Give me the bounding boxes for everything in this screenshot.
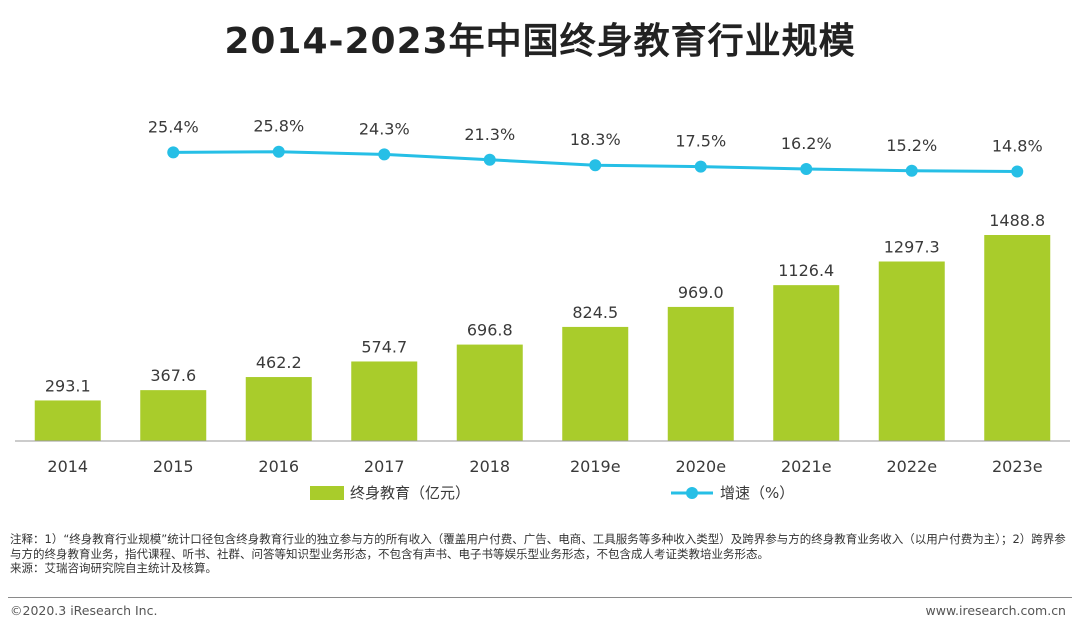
growth-point-2016 [272,145,285,158]
growth-label-2023e: 14.8% [992,137,1043,156]
growth-label-2016: 25.8% [253,117,304,136]
bar-label-2017: 574.7 [361,337,407,356]
x-ticks-layer: 2014 2015 2016 2017 2018 2019e 2020e 2021e 2022e… [47,457,1042,476]
bars-layer [34,235,1051,441]
x-tick-2016: 2016 [258,457,299,476]
x-tick-2019e: 2019e [570,457,621,476]
bar-2015 [140,390,207,441]
bar-label-2023e: 1488.8 [989,211,1045,230]
x-tick-2018: 2018 [469,457,510,476]
growth-point-2021e [800,162,813,175]
bar-2014 [34,400,101,441]
bar-2022e [878,261,945,441]
growth-label-2018: 21.3% [464,125,515,144]
growth-label-2022e: 15.2% [886,136,937,155]
bar-2016 [245,377,312,441]
legend-bar-swatch [310,486,344,500]
website-link[interactable]: www.iresearch.com.cn [925,603,1067,618]
bar-label-2020e: 969.0 [678,283,724,302]
bar-2019e [562,326,629,441]
growth-label-2021e: 16.2% [781,134,832,153]
note-text: 注释：1）“终身教育行业规模”统计口径包含终身教育行业的独立参与方的所有收入（覆… [10,532,1066,561]
bar-label-2018: 696.8 [467,321,513,340]
bar-2021e [773,285,840,441]
growth-point-2019e [589,159,602,172]
x-tick-2017: 2017 [364,457,405,476]
notes: 注释：1）“终身教育行业规模”统计口径包含终身教育行业的独立参与方的所有收入（覆… [10,532,1070,576]
growth-label-2015: 25.4% [148,117,199,136]
bar-label-2015: 367.6 [150,366,196,385]
x-tick-2022e: 2022e [886,457,937,476]
bar-label-2019e: 824.5 [572,303,618,322]
x-tick-2021e: 2021e [781,457,832,476]
bar-label-2014: 293.1 [45,376,91,395]
growth-point-2023e [1011,165,1024,178]
growth-point-2015 [167,146,180,159]
chart: 293.1 367.6 462.2 574.7 696.8 824.5 969.0 1126.… [15,117,1070,502]
bar-label-2021e: 1126.4 [778,261,834,280]
x-tick-2015: 2015 [153,457,194,476]
legend: 终身教育（亿元） 增速（%） [310,484,794,502]
copyright: ©2020.3 iResearch Inc. [10,603,158,618]
chart-title: 2014-2023年中国终身教育行业规模 [224,21,856,62]
growth-point-2017 [378,148,391,161]
x-tick-2020e: 2020e [675,457,726,476]
legend-bar-label: 终身教育（亿元） [350,484,470,502]
growth-point-2020e [694,160,707,173]
bar-2017 [351,361,418,441]
growth-label-2020e: 17.5% [675,132,726,151]
legend-line-marker [686,487,698,499]
bar-label-2022e: 1297.3 [884,237,940,256]
footer-divider [8,597,1072,598]
x-tick-2023e: 2023e [992,457,1043,476]
growth-point-2018 [483,153,496,166]
x-tick-2014: 2014 [47,457,88,476]
legend-line-label: 增速（%） [720,484,794,502]
source-text: 来源：艾瑞咨询研究院自主统计及核算。 [10,561,217,575]
bar-2020e [667,306,734,441]
line-layer: 25.4% 25.8% 24.3% 21.3% 18.3% 17.5% 16.2% 15.2%… [148,117,1043,178]
growth-label-2017: 24.3% [359,119,410,138]
bar-labels-layer: 293.1 367.6 462.2 574.7 696.8 824.5 969.0 1126.… [45,211,1045,395]
bar-label-2016: 462.2 [256,353,302,372]
bar-2018 [456,344,523,441]
growth-point-2022e [905,164,918,177]
bar-2023e [984,235,1051,441]
growth-label-2019e: 18.3% [570,130,621,149]
